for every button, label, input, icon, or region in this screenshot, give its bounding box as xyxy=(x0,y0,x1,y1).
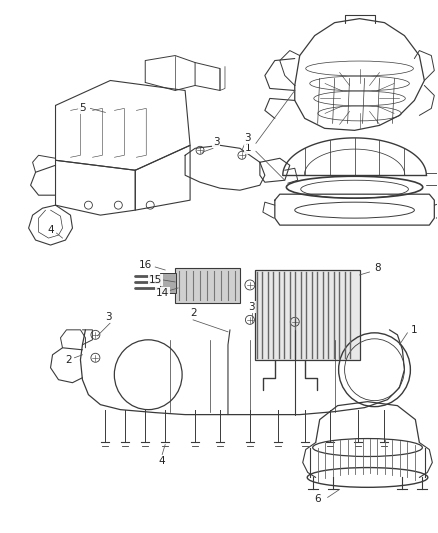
Bar xyxy=(160,273,176,293)
Text: 3: 3 xyxy=(244,133,251,143)
Bar xyxy=(255,270,360,360)
Text: 3: 3 xyxy=(249,302,255,312)
Text: 6: 6 xyxy=(314,495,321,504)
Text: 3: 3 xyxy=(105,312,112,322)
Text: 15: 15 xyxy=(148,275,162,285)
Bar xyxy=(175,268,240,303)
Text: 5: 5 xyxy=(79,103,86,114)
Text: 1: 1 xyxy=(244,143,251,154)
Text: 1: 1 xyxy=(411,325,418,335)
Text: 3: 3 xyxy=(213,138,219,147)
Text: 2: 2 xyxy=(65,355,72,365)
Text: 16: 16 xyxy=(138,260,152,270)
Text: 2: 2 xyxy=(190,308,196,318)
Text: 14: 14 xyxy=(155,288,169,298)
Text: 4: 4 xyxy=(159,456,166,466)
Text: 8: 8 xyxy=(374,263,381,273)
Text: 4: 4 xyxy=(47,225,54,235)
